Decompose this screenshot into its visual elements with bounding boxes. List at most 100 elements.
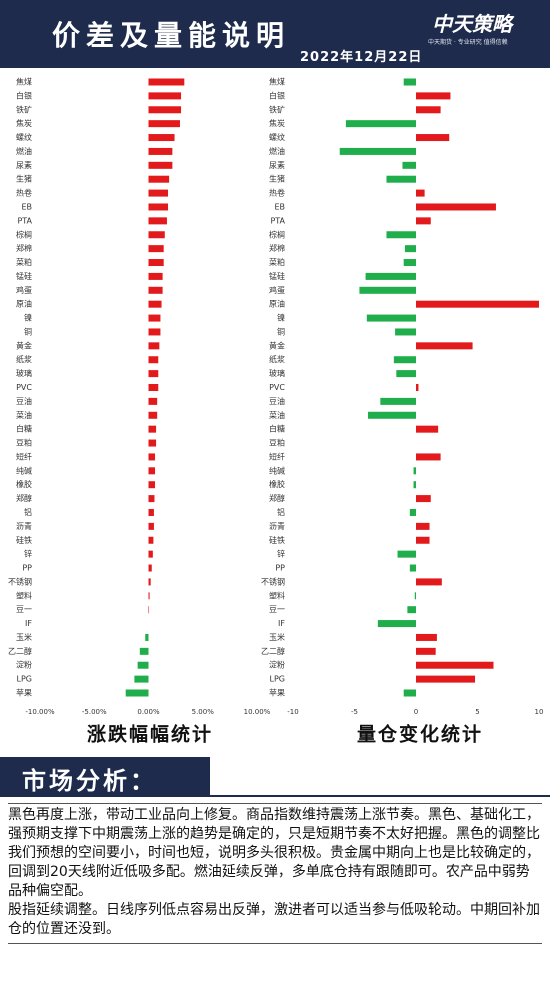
bar <box>148 522 154 530</box>
bar <box>386 231 416 239</box>
y-tick-label: 铝 <box>277 507 285 517</box>
y-tick-label: 豆粕 <box>16 438 32 448</box>
y-tick-label: 螺纹 <box>269 132 285 142</box>
bar <box>359 286 416 294</box>
bar <box>416 633 437 641</box>
y-tick-label: 郑醇 <box>269 493 285 503</box>
y-tick-label: 纸浆 <box>16 354 32 364</box>
bar <box>148 550 153 558</box>
bar <box>148 536 154 544</box>
y-tick-label: 白糖 <box>269 424 285 434</box>
y-tick-label: 黄金 <box>16 340 32 350</box>
bar <box>396 370 416 378</box>
bar <box>416 453 441 461</box>
bar <box>148 425 157 433</box>
y-tick-label: 铜 <box>277 326 285 336</box>
y-tick-label: 黄金 <box>269 340 285 350</box>
bar <box>148 606 150 614</box>
y-tick-label: 焦煤 <box>269 77 285 87</box>
y-tick-label: 螺纹 <box>16 132 32 142</box>
date: 2022年12月22日 <box>300 50 423 65</box>
y-tick-label: 豆油 <box>269 396 285 406</box>
y-tick-label: 鸡蛋 <box>16 285 32 295</box>
y-tick-label: IF <box>278 619 285 628</box>
bar <box>134 675 149 683</box>
y-tick-label: 玉米 <box>269 632 285 642</box>
y-tick-label: 纸浆 <box>269 354 285 364</box>
y-tick-label: 豆一 <box>16 605 32 614</box>
bar <box>148 578 151 586</box>
bar <box>148 342 160 350</box>
bar <box>148 508 154 516</box>
bar <box>137 661 149 669</box>
x-tick-label: 5.00% <box>192 708 215 716</box>
y-tick-label: IF <box>25 619 32 628</box>
y-tick-label: 燃油 <box>269 146 285 156</box>
y-tick-label: 橡胶 <box>16 479 32 489</box>
paragraph: 股指延续调整。日线序列低点容易出反弹，激进者可以适当参与低吸轮动。中期回补加仓的… <box>8 902 540 937</box>
y-tick-label: PTA <box>17 216 32 225</box>
bar <box>386 175 416 183</box>
bar <box>145 633 149 641</box>
y-tick-label: 纯碱 <box>269 465 285 475</box>
y-tick-label: 焦煤 <box>16 77 32 87</box>
paragraph: 黑色再度上涨，带动工业品向上修复。商品指数维持震荡上涨节奏。黑色、基础化工，强预… <box>8 807 540 899</box>
bar <box>148 370 159 378</box>
y-tick-label: 铁矿 <box>269 104 285 114</box>
x-tick-label: 10 <box>535 708 544 716</box>
y-tick-label: 玻璃 <box>16 368 32 378</box>
y-tick-label: 菜粕 <box>16 257 32 267</box>
bar <box>416 522 430 530</box>
y-tick-label: 镍 <box>277 313 285 323</box>
y-tick-label: 郑棉 <box>16 243 32 253</box>
bar <box>148 78 185 86</box>
y-tick-label: 纯碱 <box>16 465 32 475</box>
y-tick-label: 锰硅 <box>269 271 285 281</box>
y-tick-label: 苹果 <box>269 688 285 698</box>
y-tick-label: 豆粕 <box>269 438 285 448</box>
y-tick-label: 菜油 <box>16 410 32 420</box>
bar <box>345 120 416 128</box>
y-tick-label: 铜 <box>24 326 32 336</box>
bar <box>148 106 182 114</box>
bar <box>416 647 436 655</box>
bar <box>416 189 425 197</box>
y-tick-label: 不锈钢 <box>261 576 285 586</box>
y-tick-label: 燃油 <box>16 146 32 156</box>
bar <box>416 217 431 225</box>
y-tick-label: PP <box>275 564 285 573</box>
bar <box>416 342 473 350</box>
y-tick-label: 郑醇 <box>16 493 32 503</box>
y-tick-label: 鸡蛋 <box>269 285 285 295</box>
y-tick-label: 原油 <box>269 299 285 309</box>
y-tick-label: 生猪 <box>269 174 285 184</box>
bar <box>148 481 156 489</box>
y-tick-label: 锌 <box>277 549 285 559</box>
y-tick-label: 白银 <box>269 90 285 100</box>
tagline: 中天期货 · 专业研究 值得信赖 <box>428 39 508 46</box>
y-tick-label: 豆一 <box>269 605 285 614</box>
bar <box>416 106 441 114</box>
bar <box>416 300 539 308</box>
y-tick-label: 玻璃 <box>269 368 285 378</box>
bar <box>402 161 416 169</box>
bar <box>339 147 416 155</box>
bar <box>148 231 165 239</box>
bar <box>148 161 173 169</box>
bar <box>365 272 416 280</box>
bar <box>403 259 416 267</box>
page-title: 价差及量能说明 <box>52 19 291 52</box>
x-tick-label: -10.00% <box>25 708 55 716</box>
bar <box>414 592 416 600</box>
y-tick-label: EB <box>274 202 285 211</box>
bar <box>416 675 476 683</box>
y-tick-label: 橡胶 <box>269 479 285 489</box>
y-tick-label: 棕榈 <box>16 229 32 239</box>
y-tick-label: LPG <box>270 675 285 684</box>
y-tick-label: 生猪 <box>16 174 32 184</box>
bar <box>148 245 164 253</box>
bar <box>416 384 419 391</box>
bar <box>380 397 416 405</box>
bar <box>148 564 152 572</box>
